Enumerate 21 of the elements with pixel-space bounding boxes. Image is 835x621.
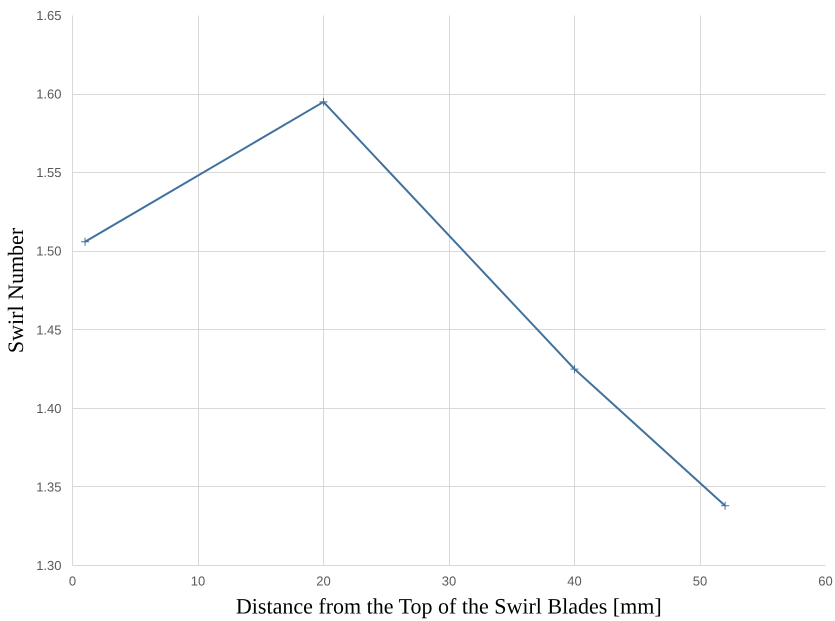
x-tick-label: 60 xyxy=(818,574,833,588)
y-tick-label: 1.40 xyxy=(36,400,62,416)
x-tick-label: 30 xyxy=(442,574,456,588)
y-tick-label: 1.35 xyxy=(36,479,62,494)
point xyxy=(319,97,328,106)
point xyxy=(720,501,730,510)
y-tick-label: 1.55 xyxy=(36,165,62,180)
x-tick-label: 0 xyxy=(68,574,76,588)
x-tick-label: 50 xyxy=(692,574,708,588)
y-tick-label: 1.60 xyxy=(36,86,62,102)
x-tick-label: 10 xyxy=(190,574,206,588)
y-tick-label: 1.45 xyxy=(36,322,62,338)
x-axis-title: Distance from the Top of the Swirl Blades [mm] xyxy=(236,594,662,618)
point xyxy=(80,237,90,246)
y-tick-label: 1.50 xyxy=(36,244,62,259)
y-tick-label: 1.65 xyxy=(36,8,62,23)
point xyxy=(570,364,579,374)
y-tick-label: 1.30 xyxy=(36,558,62,573)
x-tick-label: 20 xyxy=(316,574,331,588)
x-tick-label: 40 xyxy=(567,574,582,588)
y-axis-title: Swirl Number xyxy=(3,227,28,354)
